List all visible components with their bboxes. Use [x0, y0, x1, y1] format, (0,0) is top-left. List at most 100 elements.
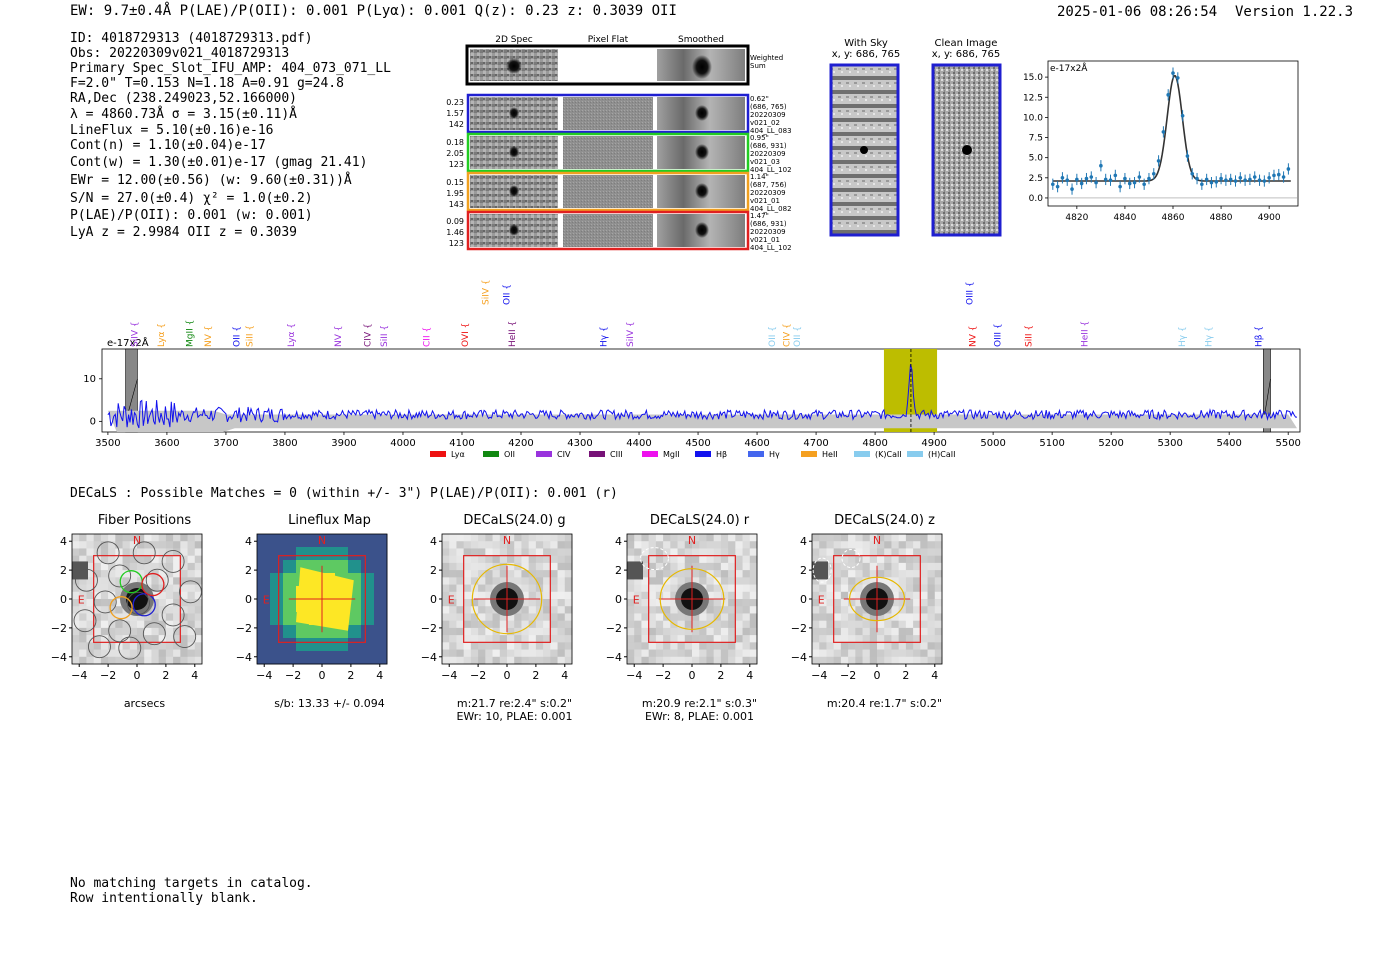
lineflux-pixel [348, 651, 362, 665]
fiber-pixel [79, 584, 87, 593]
decals-g-pixel [463, 548, 472, 557]
lineflux-pixel [270, 638, 284, 652]
decals-r-pixel [684, 548, 693, 557]
decals-r-pixel [677, 534, 686, 542]
decals-z-pixel [934, 627, 943, 636]
decals-z-pixel [848, 642, 856, 650]
decals-r-pixel [655, 555, 664, 564]
spec-line-label: Hγ { [1205, 326, 1215, 347]
decals-g-pixel [507, 649, 515, 658]
fit-data-point [1156, 159, 1161, 163]
fiber-pixel [108, 570, 116, 578]
decals-r-pixel [670, 534, 678, 542]
decals-g-pixel [485, 613, 493, 622]
spec-legend-label: CIII [610, 450, 623, 459]
fiber-pixel [151, 577, 160, 585]
fiber-circle [178, 580, 202, 604]
decals-z-pixel [891, 555, 900, 564]
decals-z-pixel [920, 635, 928, 643]
decals-g-pixel [507, 570, 515, 578]
decals-g-pixel [463, 541, 472, 549]
fiber-east-label: E [78, 593, 85, 606]
fit-data-point [1151, 171, 1156, 176]
fiber-circle-blue [132, 593, 156, 617]
decals-r-xtick-label: 2 [717, 669, 724, 682]
fiber-pixel [108, 642, 116, 650]
decals-g-pixel [528, 584, 537, 593]
decals-g-pixel [557, 541, 566, 549]
decals-g-pixel [499, 577, 508, 585]
decals-g-pixel [442, 570, 450, 578]
decals-r-pixel [634, 584, 642, 593]
decals-g-pixel [463, 599, 472, 607]
fiber-pixel [86, 606, 95, 614]
spec-legend-swatch [748, 451, 764, 457]
fiber-pixel [180, 584, 188, 593]
decals-r-pixel [728, 570, 736, 578]
lineflux-pixel [283, 586, 297, 600]
fiber-pixel [187, 555, 196, 564]
lineflux-pixel [374, 612, 388, 626]
decals-z-pixel [934, 649, 943, 658]
fiber-pixel [187, 627, 196, 636]
fiber-pixel [158, 591, 167, 600]
spec-line-label-group: OVI { [461, 323, 471, 347]
decals-g-pixel [521, 591, 530, 600]
decals-r-pixel [670, 635, 678, 643]
decals-z-pixel [812, 642, 820, 650]
spec-line-label: Hγ { [600, 326, 610, 347]
fiber-pixel [122, 541, 131, 549]
decals-z-pixel [833, 591, 842, 600]
row4-frame [466, 210, 750, 251]
decals-r-pixel [749, 584, 758, 593]
row4-meta-xy: (686, 931) [750, 220, 787, 228]
decals-z-pixel [855, 649, 863, 658]
fiber-pixel [165, 656, 174, 665]
decals-g-east-label: E [448, 593, 455, 606]
decals-g-pixel [557, 534, 566, 542]
fiber-pixel [137, 613, 145, 622]
decals-z-pixel [891, 613, 900, 622]
decals-r-pixel [713, 534, 722, 542]
spec-xtick-label: 4900 [921, 438, 946, 449]
decals-r-pixel [677, 577, 686, 585]
decals-r-pixel [663, 620, 671, 629]
decals-g-pixel [543, 613, 551, 622]
decals-r-pixel [742, 613, 751, 622]
decals-r-pixel [670, 584, 678, 593]
decals-r-pixel [627, 584, 635, 593]
decals-g-pixel [478, 570, 486, 578]
decals-z-pixel [884, 541, 892, 549]
decals-z-pixel [905, 548, 914, 557]
decals-g-pixel [442, 642, 450, 650]
decals-z-pixel [934, 620, 943, 629]
decals-g-pixel [456, 562, 465, 571]
decals-r-pixel [641, 534, 650, 542]
decals-z-pixel [855, 555, 863, 564]
lineflux-pixel [361, 599, 375, 613]
ccd-images [829, 63, 1002, 237]
decals-r-pixel [749, 534, 758, 542]
decals-r-pixel [720, 591, 729, 600]
fiber-pixel [100, 577, 109, 585]
decals-z-pixel [833, 555, 842, 564]
lineflux-pixel [309, 560, 323, 574]
decals-g-pixel [492, 562, 501, 571]
lineflux-pixel [361, 534, 375, 548]
decals-g-pixel [557, 584, 566, 593]
decals-g-pixel [521, 534, 530, 542]
fiber-pixel [100, 656, 109, 665]
fiber-pixel [165, 577, 174, 585]
decals-r-caption-line1: m:20.9 re:2.1" s:0.3" [641, 697, 758, 710]
decals-z-pixel [862, 577, 871, 585]
decals-g-pixel [456, 577, 465, 585]
decals-g-pixel [470, 620, 479, 629]
decals-z-pixel [927, 599, 936, 607]
decals-z-pixel [862, 562, 871, 571]
decals-z-pixel [840, 562, 849, 571]
fit-data-point [1243, 178, 1247, 183]
lineflux-pixel [296, 625, 310, 639]
decals-r-pixel [684, 635, 693, 643]
decals-z-pixel [913, 541, 921, 549]
decals-z-pixel [840, 599, 849, 607]
